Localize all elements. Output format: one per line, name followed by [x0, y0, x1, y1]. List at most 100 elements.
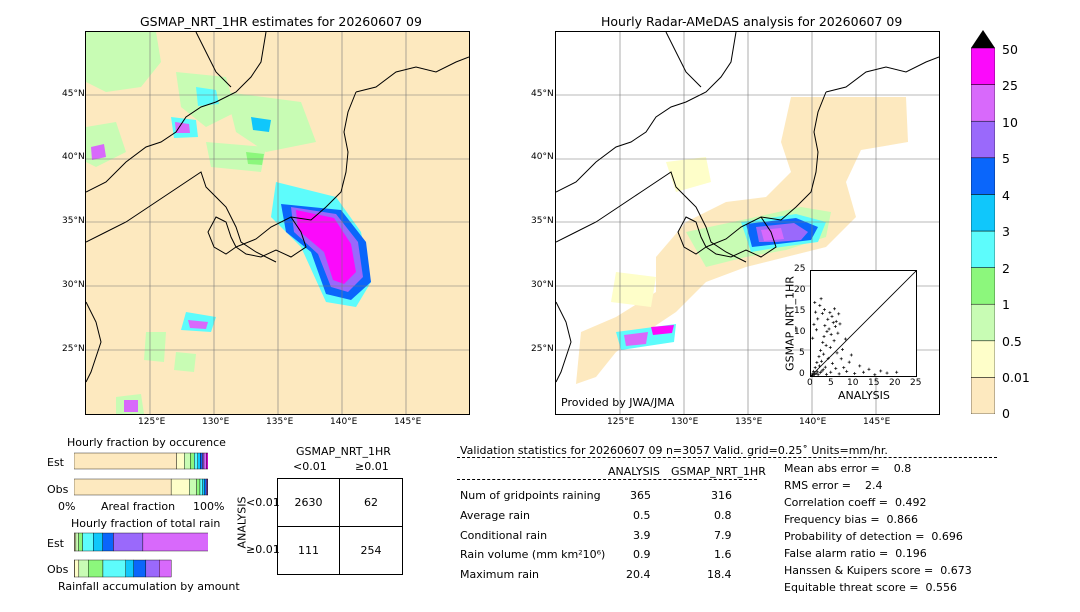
scatter-point [813, 301, 817, 304]
scatter-point [885, 371, 889, 375]
stack-segment [102, 532, 114, 552]
validation-row-label-3: Rain volume (mm km²10⁶) [460, 548, 606, 561]
colorbar-segment [970, 340, 996, 378]
colorbar [970, 30, 996, 415]
colorbar-segment [970, 47, 996, 85]
scatter-ytick-0: 0 [799, 369, 805, 379]
validation-columns-divider [457, 479, 757, 480]
scatter-point [879, 369, 883, 373]
scatter-point [818, 371, 822, 375]
colorbar-segment [970, 303, 996, 342]
colorbar-graphic [970, 30, 996, 415]
scatter-point [845, 369, 849, 373]
validation-row-label-1: Average rain [460, 509, 530, 522]
total-rain-obs-label: Obs [47, 563, 69, 576]
colorbar-label-6: 4 [1002, 188, 1010, 203]
scatter-xtick-0: 0 [807, 378, 813, 388]
stack-segment [203, 452, 207, 470]
scatter-ytick-3: 15 [794, 306, 806, 316]
stack-segment [197, 452, 201, 470]
scatter-point [849, 353, 853, 357]
scatter-point [862, 370, 865, 374]
total-rain-xlabel: Rainfall accumulation by amount [58, 580, 240, 593]
colorbar-segment [970, 267, 996, 305]
colorbar-label-3: 1 [1002, 297, 1010, 312]
colorbar-segment [970, 120, 996, 159]
validation-row-analysis-4: 20.4 [626, 568, 651, 581]
right-lon-label-0: 125°E [607, 417, 635, 427]
right-map-credit: Provided by JWA/JMA [561, 396, 675, 409]
validation-row-analysis-3: 0.9 [633, 548, 651, 561]
colorbar-segment [970, 194, 996, 232]
scatter-point [895, 370, 899, 374]
scatter-point [820, 359, 823, 363]
left-lon-label-0: 125°E [138, 417, 166, 427]
colorbar-segment [970, 230, 996, 268]
contingency-col-lt: <0.01 [293, 460, 327, 473]
right-lat-label-3: 30°N [531, 280, 554, 290]
scatter-xtick-2: 10 [847, 378, 859, 388]
right-lat-label-2: 35°N [531, 216, 554, 226]
validation-row-gsmap-4: 18.4 [707, 568, 732, 581]
scatter-point [814, 371, 818, 375]
left-lon-label-1: 130°E [202, 417, 230, 427]
scatter-point [828, 311, 832, 315]
stack-segment [206, 452, 209, 470]
validation-row-label-4: Maximum rain [460, 568, 539, 581]
scatter-point [837, 312, 841, 316]
scatter-point [858, 364, 862, 368]
stack-segment [88, 559, 104, 578]
contingency-row-ge: ≥0.01 [246, 543, 280, 556]
stack-segment [78, 532, 83, 552]
scatter-point [815, 361, 819, 365]
scatter-point [828, 345, 832, 349]
stack-segment [133, 559, 147, 578]
scatter-point [819, 348, 823, 352]
stack-segment [196, 478, 201, 496]
scatter-point [823, 365, 827, 369]
colorbar-label-10: 50 [1002, 42, 1018, 57]
occurrence-est-label: Est [47, 456, 64, 469]
scatter-xtick-4: 20 [889, 378, 901, 388]
right-map-graphic [556, 32, 939, 414]
colorbar-label-5: 3 [1002, 224, 1010, 239]
scatter-point [821, 340, 825, 344]
left-lat-label-1: 40°N [62, 152, 85, 162]
scatter-point [841, 348, 844, 352]
scatter-point [853, 371, 857, 375]
stack-segment [145, 559, 160, 578]
contingency-col-ge: ≥0.01 [355, 460, 389, 473]
left-lon-label-2: 135°E [266, 417, 294, 427]
scatter-point [838, 322, 842, 326]
score-7: Equitable threat score = 0.556 [784, 581, 957, 594]
total-rain-title: Hourly fraction of total rain [71, 517, 221, 530]
colorbar-segment [970, 157, 996, 195]
scatter-point [817, 355, 821, 359]
colorbar-extend-triangle [971, 30, 995, 48]
validation-row-analysis-2: 3.9 [633, 529, 651, 542]
colorbar-label-9: 25 [1002, 78, 1018, 93]
stack-segment [200, 452, 203, 470]
scatter-ytick-1: 5 [799, 348, 805, 358]
stack-segment [159, 559, 172, 578]
stack-segment [78, 559, 89, 578]
scatter-xtick-3: 15 [868, 378, 880, 388]
contingency-cell-00: 2630 [294, 496, 323, 509]
left-lon-label-3: 140°E [330, 417, 358, 427]
validation-row-label-2: Conditional rain [460, 529, 548, 542]
colorbar-segment [970, 377, 996, 415]
left-map-title: GSMAP_NRT_1HR estimates for 20260607 09 [140, 14, 422, 29]
scatter-plot [810, 270, 917, 378]
scatter-point [822, 308, 826, 312]
left-rain-field [86, 32, 371, 414]
validation-row-label-0: Num of gridpoints raining [460, 489, 601, 502]
scatter-diagonal [810, 270, 917, 377]
scatter-point [825, 329, 829, 333]
total-rain-bars [73, 532, 227, 578]
left-lat-label-4: 25°N [62, 344, 85, 354]
scatter-point [836, 331, 840, 335]
contingency-row-lt: <0.01 [246, 496, 280, 509]
right-lat-label-4: 25°N [531, 344, 554, 354]
score-0: Mean abs error = 0.8 [784, 462, 912, 475]
scatter-point [817, 364, 821, 368]
